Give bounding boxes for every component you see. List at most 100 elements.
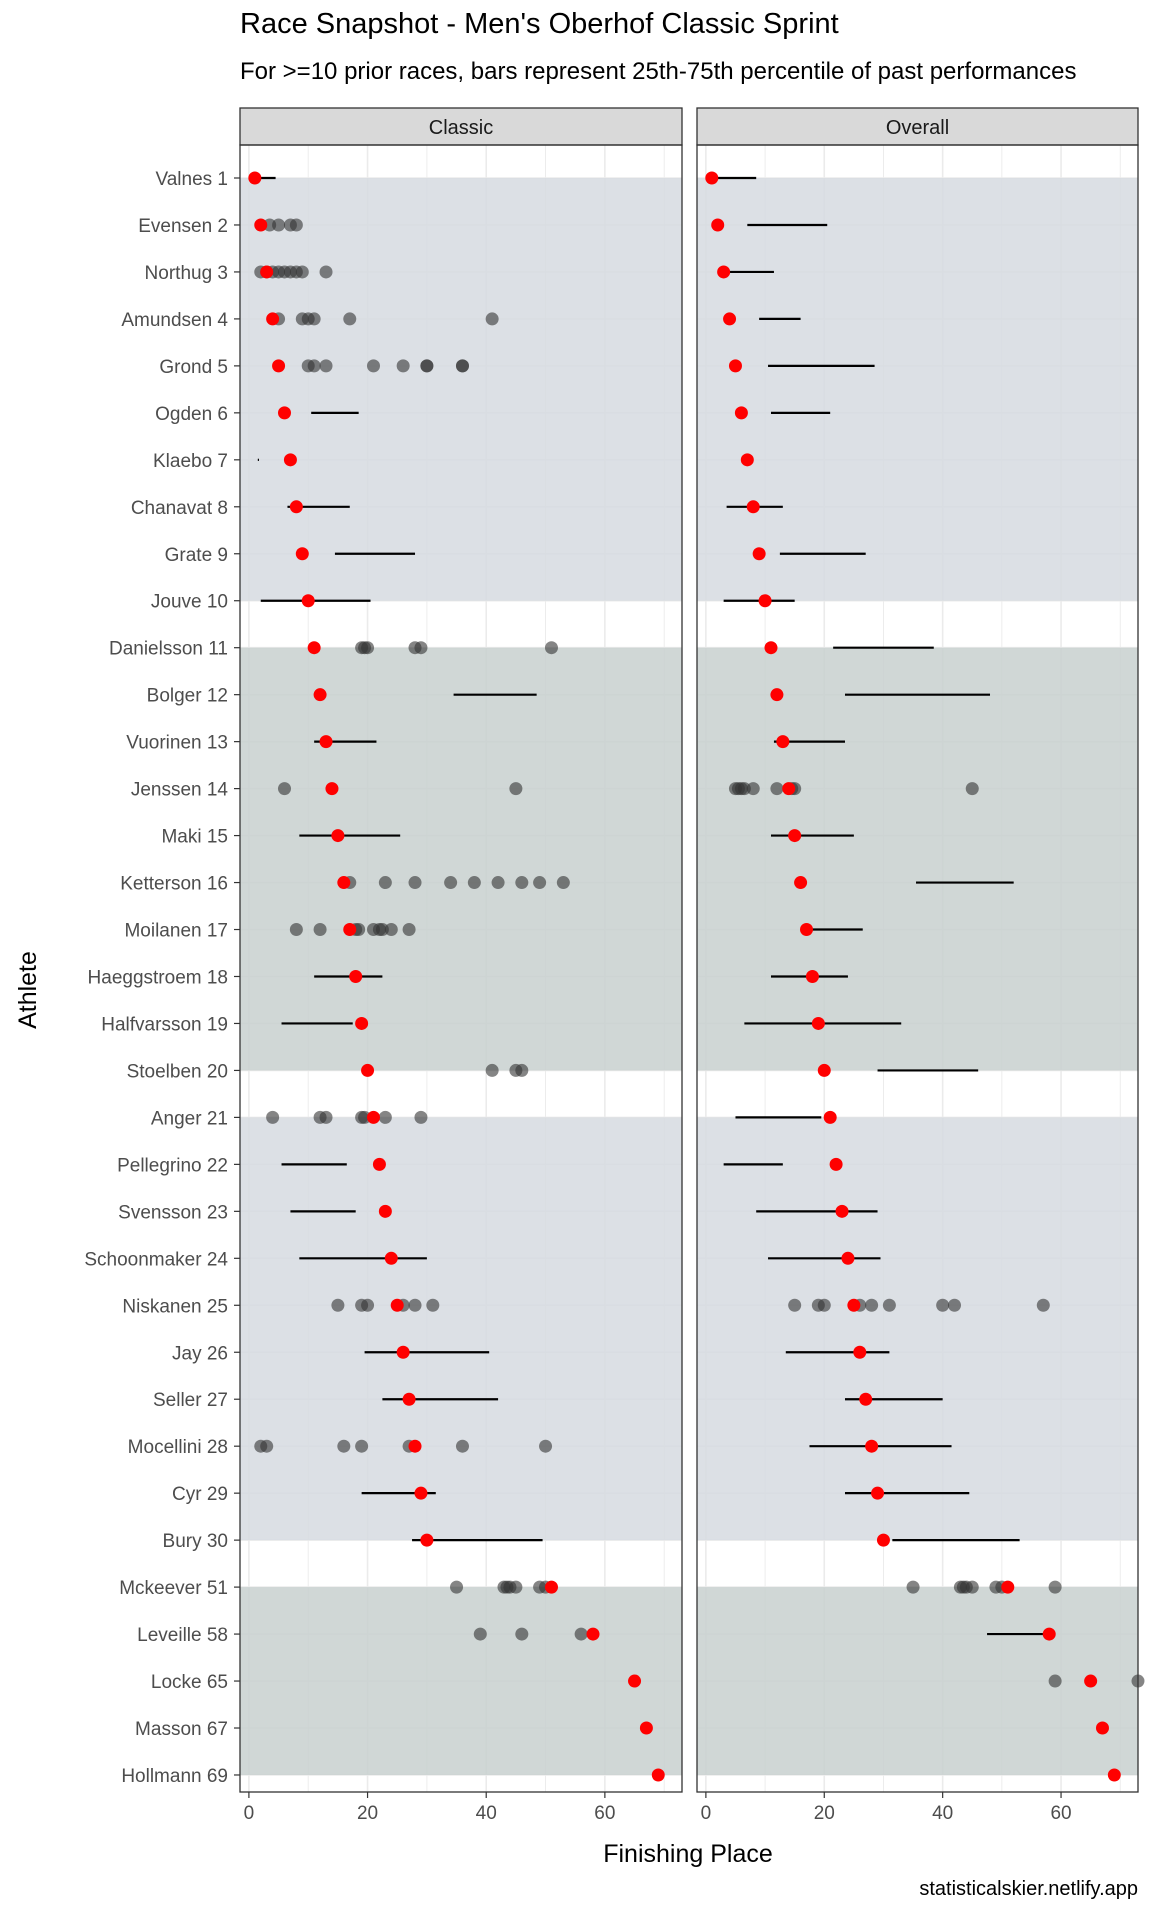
y-tick-label: Niskanen 25 <box>122 1296 228 1317</box>
y-tick-label: Ogden 6 <box>155 404 228 425</box>
past-result-point <box>307 359 321 373</box>
panel-strip-label: Classic <box>429 117 493 139</box>
current-result-point <box>853 1345 867 1359</box>
y-tick-label: Ketterson 16 <box>120 874 228 895</box>
past-result-point <box>408 876 422 890</box>
current-result-point <box>325 782 339 796</box>
current-result-point <box>817 1063 831 1077</box>
y-tick-label: Evensen 2 <box>138 216 228 237</box>
y-tick-label: Halfvarsson 19 <box>101 1014 228 1035</box>
past-result-point <box>455 359 469 373</box>
group-band <box>240 1117 682 1541</box>
past-result-point <box>455 1439 469 1453</box>
past-result-point <box>485 312 499 326</box>
y-tick-label: Jay 26 <box>172 1343 228 1364</box>
current-result-point <box>277 406 291 420</box>
past-result-point <box>375 923 389 937</box>
current-result-point <box>723 312 737 326</box>
panel-strip <box>239 107 683 146</box>
current-result-point <box>752 547 766 561</box>
past-result-point <box>272 218 286 232</box>
past-result-point <box>515 1063 529 1077</box>
current-result-point <box>313 688 327 702</box>
current-result-point <box>390 1298 404 1312</box>
past-result-point <box>1036 1298 1050 1312</box>
current-result-point <box>764 641 778 655</box>
current-result-point <box>770 688 784 702</box>
panel-strip-label: Overall <box>886 117 949 139</box>
x-tick-label: 0 <box>701 1803 712 1824</box>
current-result-point <box>544 1580 558 1594</box>
current-result-point <box>307 641 321 655</box>
group-band <box>697 1587 1138 1775</box>
past-result-point <box>965 782 979 796</box>
group-band <box>697 1117 1138 1541</box>
current-result-point <box>586 1627 600 1641</box>
y-tick-label: Masson 67 <box>135 1719 228 1740</box>
current-result-point <box>628 1674 642 1688</box>
current-result-point <box>301 594 315 608</box>
x-axis-title: Finishing Place <box>603 1840 773 1868</box>
current-result-point <box>355 1016 369 1030</box>
y-tick-label: Pellegrino 22 <box>117 1155 228 1176</box>
current-result-point <box>1095 1721 1109 1735</box>
current-result-point <box>651 1768 665 1782</box>
past-result-point <box>491 876 505 890</box>
current-result-point <box>811 1016 825 1030</box>
past-result-point <box>260 1439 274 1453</box>
y-tick-label: Bury 30 <box>163 1531 228 1552</box>
y-tick-label: Anger 21 <box>151 1108 228 1129</box>
current-result-point <box>788 829 802 843</box>
current-result-point <box>847 1298 861 1312</box>
past-result-point <box>277 782 291 796</box>
past-result-point <box>378 876 392 890</box>
y-tick-label: Jenssen 14 <box>131 780 229 801</box>
past-result-point <box>319 1110 333 1124</box>
current-result-point <box>805 969 819 983</box>
current-result-point <box>337 876 351 890</box>
past-result-point <box>331 1298 345 1312</box>
past-result-point <box>770 782 784 796</box>
y-tick-label: Seller 27 <box>153 1390 228 1411</box>
past-result-point <box>473 1627 487 1641</box>
current-result-point <box>319 735 333 749</box>
y-tick-label: Maki 15 <box>161 827 228 848</box>
panel-border <box>696 144 1139 1793</box>
past-result-point <box>515 876 529 890</box>
current-result-point <box>871 1486 885 1500</box>
current-result-point <box>758 594 772 608</box>
past-result-point <box>817 1298 831 1312</box>
past-result-point <box>361 1298 375 1312</box>
past-result-point <box>366 359 380 373</box>
x-tick-label: 0 <box>244 1803 255 1824</box>
past-result-point <box>337 1439 351 1453</box>
current-result-point <box>1107 1768 1121 1782</box>
current-result-point <box>835 1204 849 1218</box>
y-tick-label: Chanavat 8 <box>131 498 228 519</box>
past-result-point <box>947 1298 961 1312</box>
past-result-point <box>289 923 303 937</box>
group-band <box>697 178 1138 601</box>
current-result-point <box>372 1157 386 1171</box>
group-band <box>240 1587 682 1775</box>
past-result-point <box>319 359 333 373</box>
y-tick-label: Vuorinen 13 <box>126 733 228 754</box>
past-result-point <box>319 265 333 279</box>
current-result-point <box>408 1439 422 1453</box>
current-result-point <box>734 406 748 420</box>
y-tick-label: Stoelben 20 <box>127 1061 228 1082</box>
past-result-point <box>414 1110 428 1124</box>
current-result-point <box>361 1063 375 1077</box>
y-tick-label: Jouve 10 <box>151 592 228 613</box>
current-result-point <box>396 1345 410 1359</box>
past-result-point <box>266 1110 280 1124</box>
past-result-point <box>352 923 366 937</box>
current-result-point <box>800 923 814 937</box>
x-tick-label: 40 <box>476 1803 497 1824</box>
y-axis-title: Athlete <box>14 951 42 1029</box>
past-result-point <box>509 1580 523 1594</box>
current-result-point <box>414 1486 428 1500</box>
y-tick-label: Svensson 23 <box>118 1202 228 1223</box>
past-result-point <box>343 312 357 326</box>
group-band <box>697 647 1138 1071</box>
